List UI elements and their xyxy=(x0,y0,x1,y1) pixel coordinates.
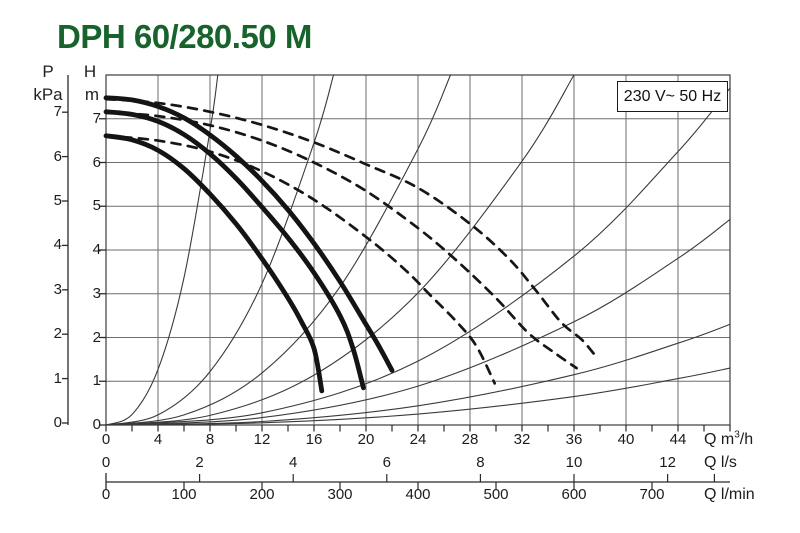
lmin-tick-label-400: 400 xyxy=(405,486,431,503)
pressure-axis-unit: kPa xyxy=(33,85,63,104)
x-tick-label-4: 4 xyxy=(153,431,163,448)
p-tick-label-6: 6 xyxy=(53,147,62,165)
flow-unit-superscript: 3 xyxy=(734,429,740,441)
h-tick-label-0: 0 xyxy=(92,416,101,433)
flow-axis-unit-lmin: Q l/min xyxy=(704,486,755,503)
x-tick-label-44: 44 xyxy=(669,431,687,448)
lmin-tick-label-500: 500 xyxy=(483,486,509,503)
ls-tick-label-2: 2 xyxy=(195,454,204,471)
lmin-tick-label-600: 600 xyxy=(561,486,587,503)
p-tick-label-0: 0 xyxy=(53,414,62,431)
flow-axis-unit-m3h: Q m3/h xyxy=(704,429,754,448)
curve-system-curve-5 xyxy=(105,87,731,426)
h-tick-label-4: 4 xyxy=(92,241,101,258)
head-axis-symbol: H xyxy=(83,62,97,81)
pressure-axis-symbol: P xyxy=(42,62,54,81)
lmin-tick-label-0: 0 xyxy=(101,486,111,503)
ls-tick-label-8: 8 xyxy=(476,454,485,471)
x-tick-label-28: 28 xyxy=(461,431,479,448)
ls-tick-label-10: 10 xyxy=(565,454,583,471)
curve-head-curve-speed2 xyxy=(103,109,366,391)
lmin-tick-label-700: 700 xyxy=(639,486,665,503)
x-tick-label-20: 20 xyxy=(357,431,375,448)
flow-axis-unit-ls: Q l/s xyxy=(704,454,737,471)
curve-head-curve-speed3 xyxy=(103,95,395,373)
h-tick-label-1: 1 xyxy=(92,372,101,390)
x-tick-label-12: 12 xyxy=(253,431,271,448)
ls-tick-label-12: 12 xyxy=(659,454,676,471)
x-tick-label-36: 36 xyxy=(565,431,583,448)
curve-system-curve-3 xyxy=(105,74,452,426)
p-tick-label-2: 2 xyxy=(53,325,62,343)
p-tick-label-5: 5 xyxy=(53,192,62,209)
x-tick-label-16: 16 xyxy=(305,431,323,448)
h-tick-label-6: 6 xyxy=(92,153,101,171)
curve-head-curve-speed2-parallel-dashed xyxy=(104,110,578,370)
x-tick-label-0: 0 xyxy=(101,431,111,448)
ls-tick-label-0: 0 xyxy=(101,454,111,471)
flow-unit-prefix: Q m xyxy=(704,431,735,448)
p-tick-label-3: 3 xyxy=(53,280,62,298)
voltage-rating-label: 230 V~ 50 Hz xyxy=(623,87,722,105)
chart-title: DPH 60/280.50 M xyxy=(57,18,312,55)
h-tick-label-7: 7 xyxy=(92,109,101,127)
curve-head-curve-speed3-parallel-dashed xyxy=(104,97,597,357)
flow-unit-suffix: /h xyxy=(739,431,754,448)
curve-system-curve-8 xyxy=(105,367,731,426)
x-tick-label-8: 8 xyxy=(205,431,215,448)
curve-system-curve-7 xyxy=(105,323,731,426)
h-tick-label-5: 5 xyxy=(92,197,101,215)
lmin-tick-label-300: 300 xyxy=(327,486,353,503)
curve-system-curve-6 xyxy=(105,218,731,426)
curve-head-curve-speed1-parallel-dashed xyxy=(104,134,497,385)
h-tick-label-3: 3 xyxy=(92,284,101,302)
curve-head-curve-speed1 xyxy=(103,133,325,394)
x-tick-label-40: 40 xyxy=(617,431,635,448)
p-tick-label-4: 4 xyxy=(53,236,62,254)
p-tick-label-7: 7 xyxy=(53,103,62,121)
ls-tick-label-4: 4 xyxy=(289,454,298,471)
h-tick-label-2: 2 xyxy=(92,328,101,346)
ls-tick-label-6: 6 xyxy=(382,454,391,471)
head-axis-unit: m xyxy=(84,85,100,104)
curve-system-curve-1 xyxy=(105,74,219,426)
voltage-rating-box: 230 V~ 50 Hz xyxy=(617,81,728,112)
x-tick-label-24: 24 xyxy=(409,431,427,448)
lmin-tick-label-100: 100 xyxy=(171,486,197,503)
x-tick-label-32: 32 xyxy=(513,431,531,448)
lmin-tick-label-200: 200 xyxy=(249,486,275,503)
p-tick-label-1: 1 xyxy=(53,369,62,387)
curve-system-curve-4 xyxy=(105,74,575,426)
